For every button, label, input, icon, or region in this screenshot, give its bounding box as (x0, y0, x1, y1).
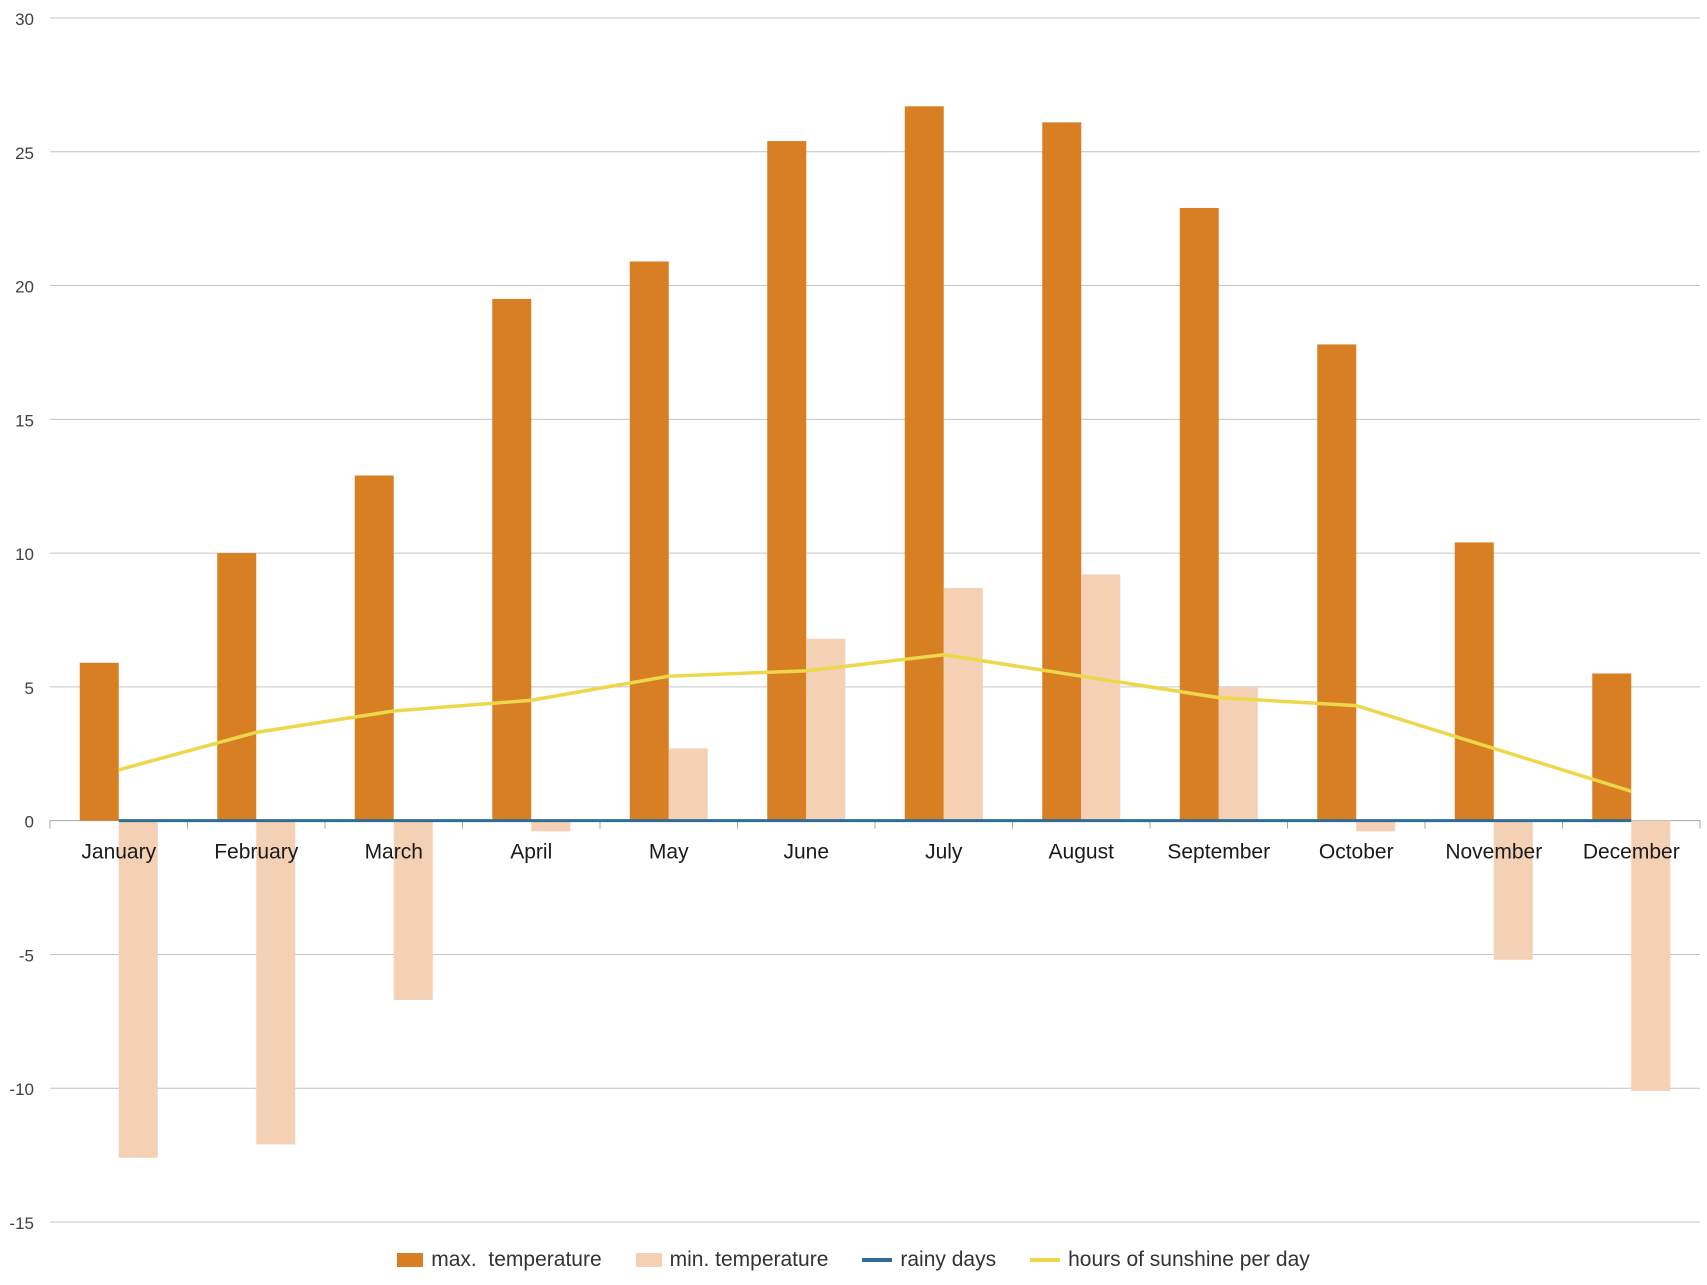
bar-max-temperature (1317, 344, 1357, 821)
bar-min-temperature (668, 748, 708, 821)
legend-item-rainy-days: rainy days (862, 1248, 996, 1272)
x-tick-label: August (1049, 841, 1115, 864)
y-tick-label: 20 (15, 278, 34, 297)
x-tick-label: March (365, 841, 423, 864)
bar-max-temperature (1592, 673, 1632, 821)
x-tick-label: September (1167, 841, 1270, 864)
legend-label-rainy-days: rainy days (900, 1248, 997, 1271)
bar-max-temperature (354, 475, 394, 821)
bar-max-temperature (1179, 207, 1219, 821)
bar-max-temperature (629, 261, 669, 821)
bar-max-temperature (492, 298, 532, 821)
y-tick-label: 0 (25, 813, 34, 832)
legend-item-min-temperature: min. temperature (635, 1248, 829, 1272)
x-tick-label: December (1583, 841, 1680, 864)
y-tick-label: -10 (9, 1080, 34, 1099)
bar-min-temperature (118, 820, 158, 1158)
y-tick-label: 5 (25, 679, 34, 698)
bar-max-temperature (767, 141, 807, 821)
x-tick-label: January (81, 841, 156, 864)
legend-item-sunshine: hours of sunshine per day (1030, 1248, 1310, 1272)
bar-min-temperature (1631, 820, 1671, 1091)
y-tick-label: 30 (15, 10, 34, 29)
bar-max-temperature (217, 553, 257, 821)
bar-min-temperature (1493, 820, 1533, 960)
legend-swatch-min-temperature (635, 1253, 662, 1267)
x-tick-label: February (214, 841, 299, 864)
y-tick-label: 25 (15, 144, 34, 163)
bar-max-temperature (79, 662, 119, 821)
bar-min-temperature (393, 820, 433, 1000)
legend-label-max-temperature: max. temperature (431, 1248, 602, 1271)
bar-max-temperature (1454, 542, 1494, 821)
legend: max. temperature min. temperature rainy … (0, 1244, 1707, 1276)
x-tick-label: November (1445, 841, 1542, 864)
bar-min-temperature (943, 587, 983, 821)
y-tick-label: -5 (19, 946, 34, 965)
bar-max-temperature (904, 106, 944, 821)
x-tick-label: October (1319, 841, 1394, 864)
legend-swatch-max-temperature (397, 1253, 424, 1267)
bar-min-temperature (1081, 574, 1121, 821)
y-tick-label: 10 (15, 545, 34, 564)
y-tick-label: 15 (15, 411, 34, 430)
legend-item-max-temperature: max. temperature (397, 1248, 602, 1272)
bar-min-temperature (1218, 686, 1258, 821)
legend-swatch-rainy-days (862, 1258, 893, 1262)
bar-max-temperature (1042, 122, 1082, 821)
y-tick-label: -15 (9, 1214, 34, 1233)
bar-min-temperature (531, 820, 571, 832)
legend-swatch-sunshine (1030, 1258, 1061, 1262)
legend-label-sunshine: hours of sunshine per day (1068, 1248, 1310, 1271)
x-tick-label: July (925, 841, 963, 864)
x-tick-label: June (783, 841, 829, 864)
legend-label-min-temperature: min. temperature (669, 1248, 829, 1271)
line-sunshine-hours (118, 653, 1632, 793)
x-tick-label: May (649, 841, 689, 864)
bar-min-temperature (1356, 820, 1396, 832)
bar-min-temperature (256, 820, 296, 1145)
x-tick-label: April (510, 841, 552, 864)
